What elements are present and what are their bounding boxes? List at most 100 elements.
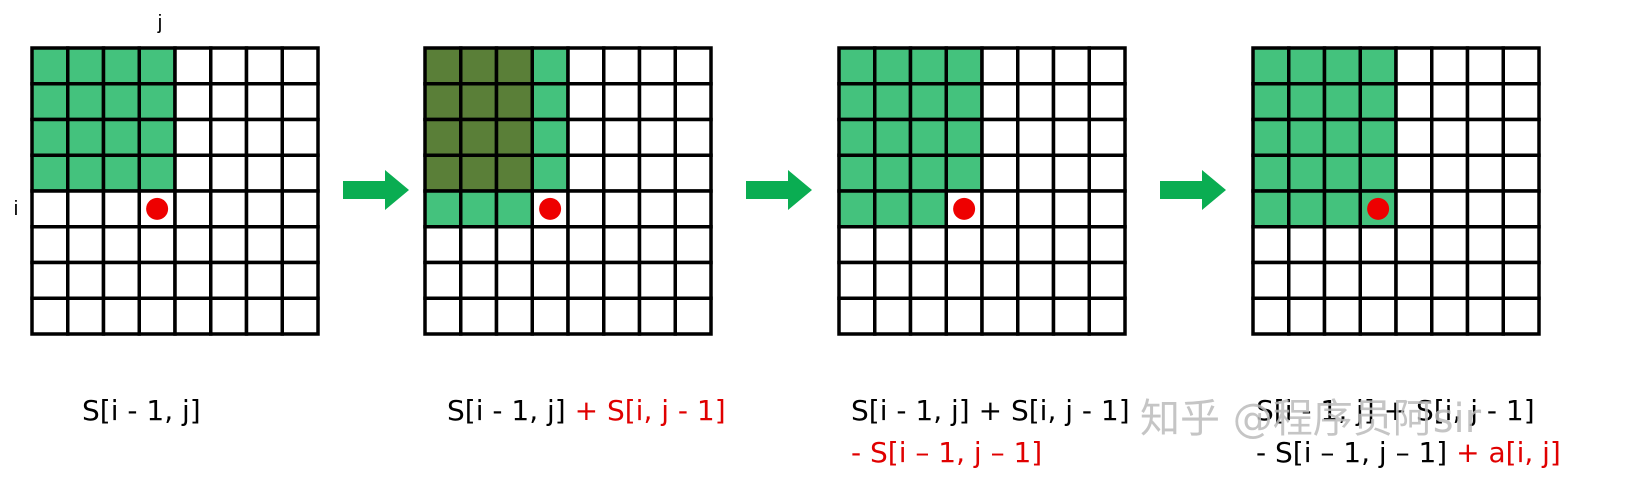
- formula-line: S[i - 1, j] + S[i, j - 1]: [851, 394, 1130, 427]
- grid-cell: [244, 296, 284, 336]
- grid-cell: [1322, 82, 1362, 122]
- grid-cell: [494, 260, 534, 300]
- grid-cell: [1394, 46, 1434, 86]
- grid-cell: [209, 117, 249, 157]
- grid-cell: [137, 82, 177, 122]
- grid-cell: [980, 46, 1020, 86]
- grid-cell: [1251, 117, 1291, 157]
- grid-cell: [1016, 46, 1056, 86]
- grid-cell: [1087, 189, 1127, 229]
- grid-cell: [209, 260, 249, 300]
- grid-cell: [602, 189, 642, 229]
- grid-cell: [980, 153, 1020, 193]
- grid-cell: [1394, 153, 1434, 193]
- grid-cell: [244, 189, 284, 229]
- grid-cell: [1087, 260, 1127, 300]
- grid-cell: [673, 225, 713, 265]
- grid-cell: [908, 117, 948, 157]
- grid-cell: [1358, 260, 1398, 300]
- grid-cell: [1501, 225, 1541, 265]
- grid-cell: [30, 189, 70, 229]
- grid-cell: [673, 260, 713, 300]
- grid-cell: [1465, 296, 1505, 336]
- grid-cell: [30, 153, 70, 193]
- grid-cell: [1051, 117, 1091, 157]
- grid-cell: [980, 225, 1020, 265]
- formula-line: S[i - 1, j] + S[i, j - 1]: [447, 394, 726, 427]
- grid-cell: [530, 153, 570, 193]
- grid-cell: [1394, 82, 1434, 122]
- grid-cell: [459, 260, 499, 300]
- grid-cell: [494, 82, 534, 122]
- grid-cell: [1465, 225, 1505, 265]
- grid-cell: [908, 225, 948, 265]
- grid-cell: [1465, 46, 1505, 86]
- grid-cell: [101, 46, 141, 86]
- grid-cell: [1394, 117, 1434, 157]
- grid-cell: [280, 82, 320, 122]
- current-cell-dot: [953, 197, 976, 220]
- grid-cell: [1465, 189, 1505, 229]
- grid-cell: [494, 225, 534, 265]
- grid-cell: [137, 153, 177, 193]
- grid-cell: [1358, 46, 1398, 86]
- grid-cell: [566, 225, 606, 265]
- grid-cell: [944, 296, 984, 336]
- grid-cell: [602, 117, 642, 157]
- grid-cell: [137, 296, 177, 336]
- grid-cell: [908, 189, 948, 229]
- grid-cell: [602, 260, 642, 300]
- grid-cell: [944, 225, 984, 265]
- grid-cell: [1394, 260, 1434, 300]
- grid-cell: [173, 189, 213, 229]
- formula-black-part: S[i - 1, j] + S[i, j - 1]: [851, 394, 1130, 427]
- grid-cell: [244, 225, 284, 265]
- grid-cell: [173, 296, 213, 336]
- grid-cell: [837, 260, 877, 300]
- grid-cell: [530, 117, 570, 157]
- grid-cell: [980, 117, 1020, 157]
- column-j-label: j: [157, 12, 162, 34]
- grid-cell: [1016, 117, 1056, 157]
- grid-cell: [1322, 117, 1362, 157]
- grid-cell: [1501, 82, 1541, 122]
- grid-cell: [1501, 153, 1541, 193]
- grid-cell: [66, 296, 106, 336]
- right-arrow-icon: [746, 170, 812, 210]
- grid-cell: [1051, 46, 1091, 86]
- grid-cell: [66, 153, 106, 193]
- grid-cell: [873, 82, 913, 122]
- grid-cell: [873, 189, 913, 229]
- grid-cell: [1251, 225, 1291, 265]
- grid-cell: [1051, 225, 1091, 265]
- grid-cell: [873, 153, 913, 193]
- formula-black-part: S[i - 1, j]: [82, 394, 201, 427]
- step-arrows: [343, 170, 1226, 210]
- grid-cell: [1016, 225, 1056, 265]
- grid-cell: [1430, 260, 1470, 300]
- grid-cell: [173, 153, 213, 193]
- grid-cell: [1087, 82, 1127, 122]
- grid-panel-1: [30, 46, 320, 336]
- grid-cell: [1358, 296, 1398, 336]
- grid-cell: [1251, 153, 1291, 193]
- grid-cell: [673, 296, 713, 336]
- grid-cell: [1287, 260, 1327, 300]
- grid-cell: [137, 117, 177, 157]
- grid-cell: [494, 296, 534, 336]
- grid-cell: [637, 153, 677, 193]
- grid-cell: [209, 189, 249, 229]
- grid-cell: [1287, 225, 1327, 265]
- grid-cell: [137, 46, 177, 86]
- grid-cell: [101, 260, 141, 300]
- grid-cell: [101, 296, 141, 336]
- grid-cell: [209, 153, 249, 193]
- grid-cell: [1087, 117, 1127, 157]
- formula-red-part: - S[i – 1, j – 1]: [851, 436, 1042, 469]
- grid-cell: [244, 260, 284, 300]
- grid-cell: [908, 153, 948, 193]
- grid-cell: [1287, 189, 1327, 229]
- grid-cell: [530, 260, 570, 300]
- grid-cell: [837, 117, 877, 157]
- grid-cell: [1501, 296, 1541, 336]
